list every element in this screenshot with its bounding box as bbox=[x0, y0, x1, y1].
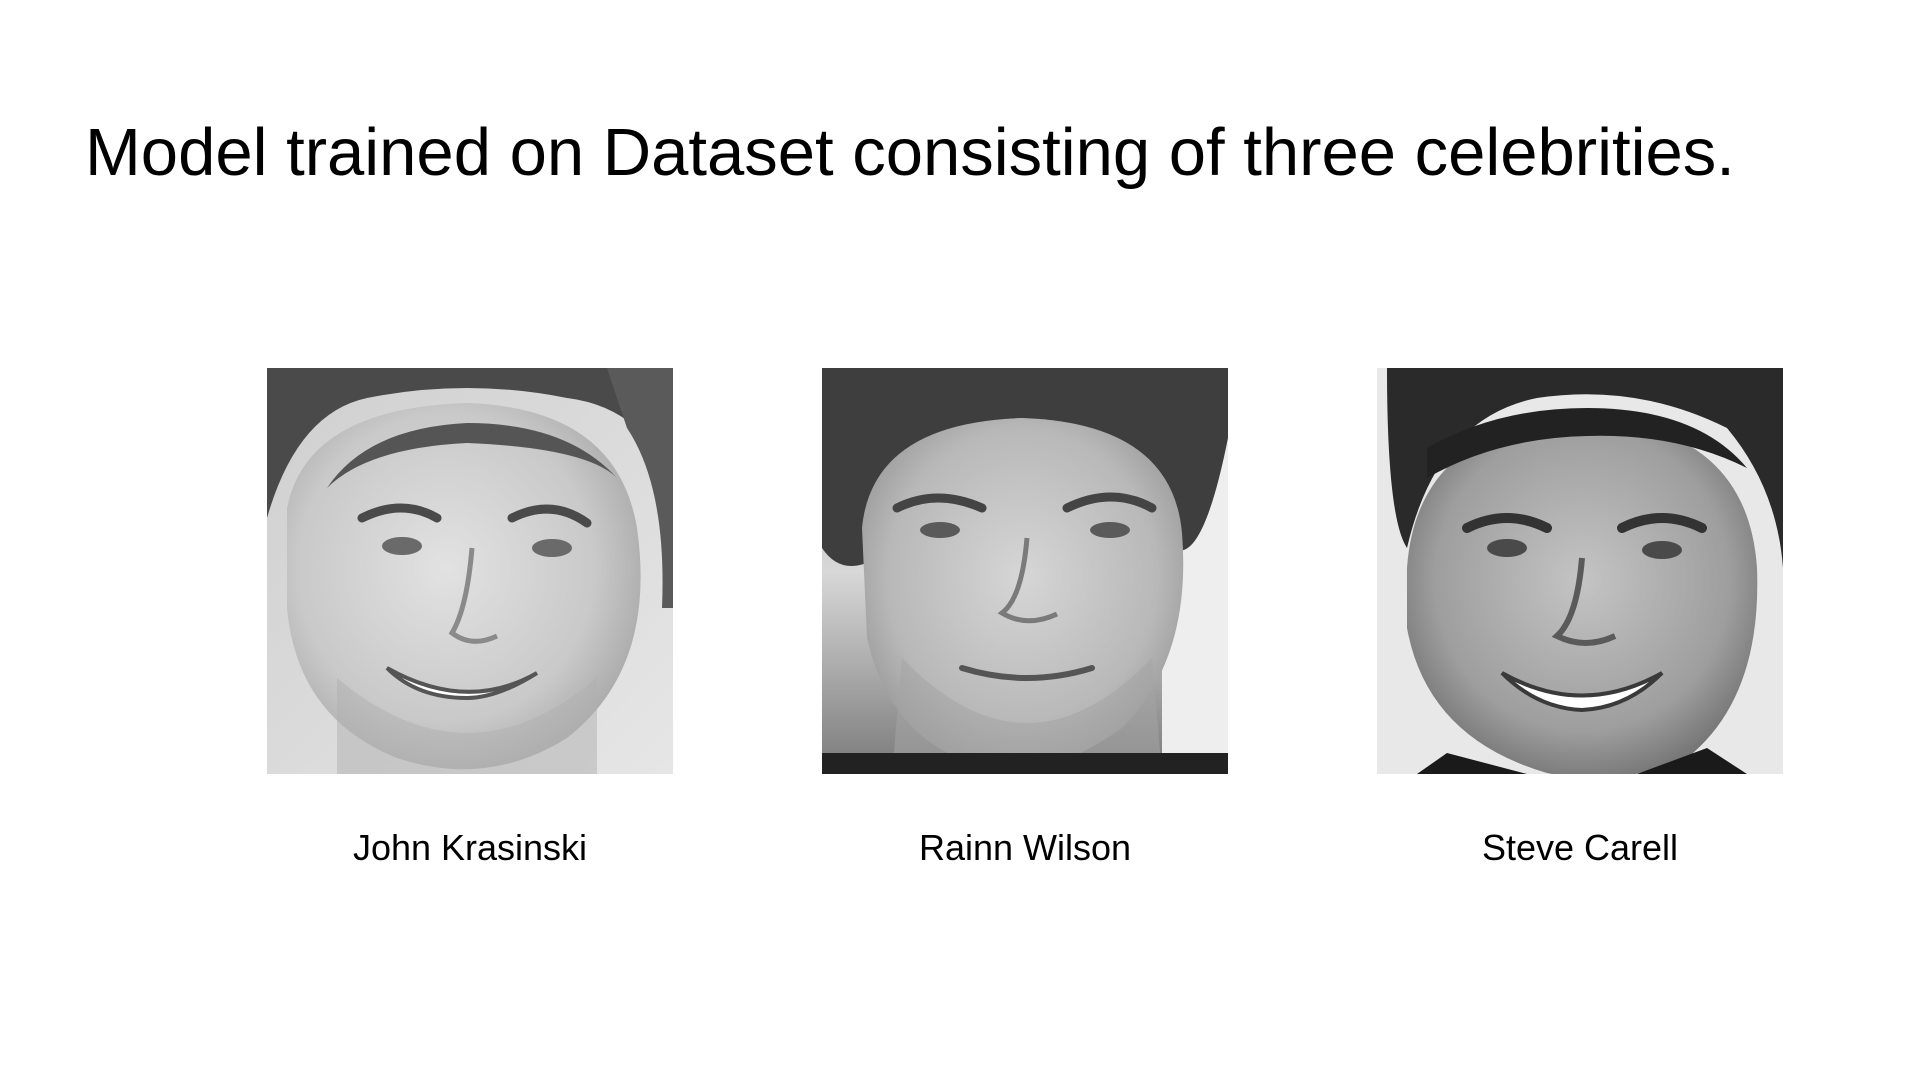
celebrity-photo-steve-carell bbox=[1377, 368, 1783, 774]
celebrity-photo-john-krasinski bbox=[267, 368, 673, 774]
celebrity-card-rainn-wilson: Rainn Wilson bbox=[822, 368, 1228, 868]
celebrity-name-john-krasinski: John Krasinski bbox=[352, 827, 588, 868]
celebrity-card-john-krasinski: John Krasinski bbox=[267, 368, 673, 868]
celebrity-name-rainn-wilson: Rainn Wilson bbox=[918, 827, 1132, 868]
celebrity-photo-rainn-wilson bbox=[822, 368, 1228, 774]
celebrity-name-steve-carell: Steve Carell bbox=[1481, 827, 1679, 868]
celebrity-card-steve-carell: Steve Carell bbox=[1377, 368, 1783, 868]
slide-title: Model trained on Dataset consisting of t… bbox=[85, 115, 1735, 190]
